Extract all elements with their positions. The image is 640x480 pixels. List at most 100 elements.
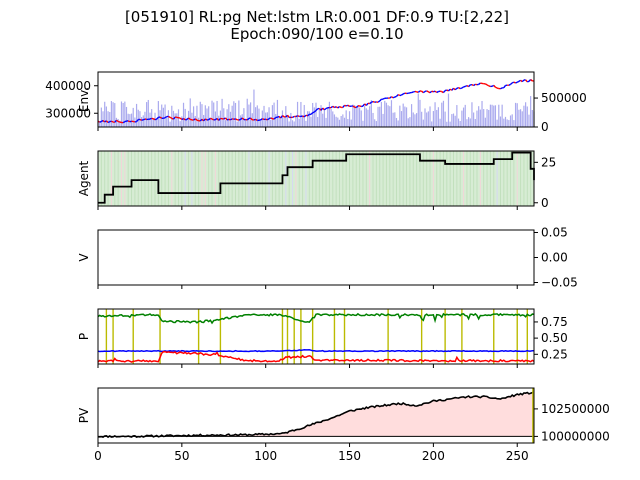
price-segment — [132, 120, 136, 123]
price-segment — [136, 119, 139, 122]
price-segment — [127, 120, 131, 123]
price-segment — [105, 120, 109, 124]
volume-bar — [374, 119, 376, 127]
volume-bar — [218, 115, 220, 127]
price-segment — [149, 117, 152, 120]
volume-bar — [479, 109, 481, 127]
volume-bar — [347, 118, 349, 127]
volume-bar — [288, 121, 290, 127]
volume-bar — [198, 117, 200, 127]
volume-bar — [330, 108, 332, 127]
pv-line — [97, 390, 535, 439]
volume-bar — [104, 101, 106, 127]
price-segment — [334, 106, 337, 109]
volume-bar — [525, 102, 527, 127]
volume-bar — [372, 112, 374, 127]
volume-bar — [501, 104, 503, 127]
volume-bar — [370, 100, 372, 127]
volume-bar — [204, 105, 206, 127]
volume-bar — [271, 105, 273, 127]
price-segment — [427, 91, 431, 94]
volume-bar — [263, 105, 265, 127]
volume-bar — [369, 106, 371, 127]
price-segment — [152, 118, 156, 121]
price-segment — [434, 90, 438, 94]
price-segment — [116, 119, 119, 123]
volume-bar — [125, 106, 128, 127]
volume-bar — [384, 100, 386, 127]
price-segment — [377, 100, 381, 103]
y-axis-label: Agent — [77, 160, 91, 196]
volume-bar — [462, 107, 465, 127]
volume-bar — [513, 120, 515, 127]
price-segment — [520, 79, 523, 83]
price-segment — [391, 96, 394, 99]
volume-bar — [117, 118, 119, 127]
price-segment — [223, 117, 226, 120]
price-segment — [436, 90, 439, 94]
volume-bar — [189, 98, 191, 127]
volume-bar — [99, 121, 101, 127]
volume-bar — [310, 116, 312, 127]
price-segment — [495, 86, 498, 89]
price-segment — [463, 85, 466, 88]
volume-bar — [293, 121, 295, 127]
volume-bar — [243, 108, 245, 127]
volume-bar — [256, 105, 258, 127]
price-segment — [335, 106, 339, 109]
volume-bar — [419, 99, 421, 127]
volume-bar — [142, 115, 144, 127]
price-segment — [224, 117, 228, 121]
price-segment — [99, 120, 102, 123]
volume-bar — [228, 104, 230, 127]
volume-bar — [216, 100, 218, 127]
volume-bar — [496, 119, 498, 127]
price-segment — [485, 83, 488, 86]
volume-bar — [439, 118, 441, 127]
volume-bar — [432, 111, 434, 127]
price-segment — [171, 117, 174, 120]
volume-bar — [322, 113, 324, 127]
price-segment — [238, 118, 241, 121]
volume-bar — [503, 118, 505, 127]
price-segment — [240, 117, 243, 120]
price-segment — [394, 95, 397, 98]
price-segment — [230, 118, 233, 121]
volume-bar — [499, 116, 502, 127]
volume-bar — [223, 108, 225, 127]
volume-bar — [261, 110, 263, 127]
volume-bar — [427, 111, 429, 127]
price-segment — [424, 90, 427, 93]
volume-bar — [162, 107, 164, 127]
volume-bar — [395, 117, 398, 127]
price-segment — [325, 107, 329, 110]
price-segment — [139, 118, 142, 121]
volume-bar — [234, 102, 237, 127]
volume-bar — [134, 117, 136, 127]
volume-bar — [400, 111, 403, 127]
volume-bar — [380, 101, 382, 127]
volume-bar — [375, 121, 377, 127]
price-segment — [203, 118, 206, 122]
volume-bar — [253, 89, 255, 127]
volume-bar — [246, 98, 248, 127]
volume-bar — [135, 103, 138, 127]
price-segment — [322, 107, 325, 111]
price-segment — [491, 84, 495, 87]
volume-bar — [516, 103, 518, 127]
volume-bar — [323, 109, 325, 127]
price-segment — [464, 84, 468, 88]
price-segment — [411, 91, 414, 94]
price-segment — [266, 118, 270, 121]
price-segment — [339, 105, 342, 109]
volume-bar — [231, 105, 233, 127]
volume-bar — [412, 112, 414, 127]
volume-bar — [531, 110, 533, 127]
price-segment — [246, 117, 250, 121]
price-segment — [100, 119, 104, 123]
volume-bar — [506, 119, 508, 127]
volume-bar — [286, 115, 289, 127]
volume-bar — [182, 102, 185, 127]
price-segment — [270, 117, 273, 120]
